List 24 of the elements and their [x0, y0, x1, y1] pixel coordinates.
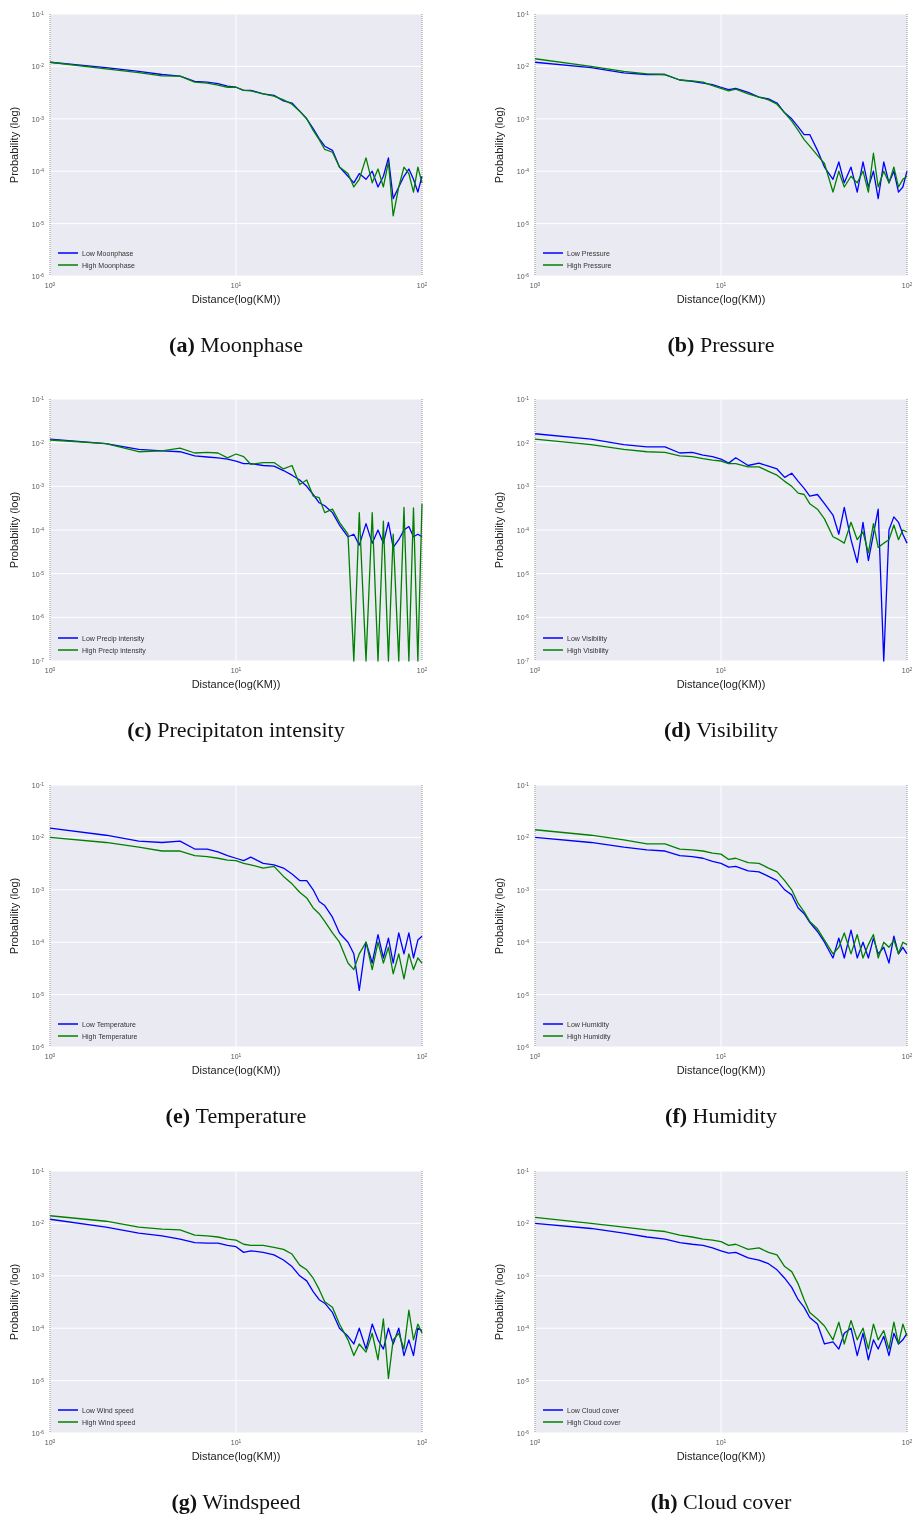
text: (a) Moonphase	[169, 332, 303, 357]
y-axis-title: Probability (log)	[8, 106, 20, 184]
x-axis-title: Distance(log(KM))	[191, 1450, 281, 1462]
y-axis-title: Probability (log)	[8, 877, 20, 955]
y-axis-title: Probability (log)	[493, 106, 505, 184]
x-axis-title: Distance(log(KM))	[676, 1450, 766, 1462]
y-axis-title: Probability (log)	[493, 1263, 505, 1341]
text: (h) Cloud cover	[650, 1489, 792, 1514]
x-axis-title: Distance(log(KM))	[191, 293, 281, 305]
x-axis-title: Distance(log(KM))	[676, 293, 766, 305]
text: (e) Temperature	[165, 1103, 307, 1128]
x-axis-title: Distance(log(KM))	[676, 678, 766, 690]
y-axis-title: Probability (log)	[493, 491, 505, 569]
text: (f) Humidity	[665, 1103, 777, 1128]
x-axis-title: Distance(log(KM))	[191, 1064, 281, 1076]
text: (d) Visibility	[663, 717, 779, 742]
text: (g) Windspeed	[171, 1489, 301, 1514]
text: (b) Pressure	[667, 332, 775, 357]
y-axis-title: Probability (log)	[493, 877, 505, 955]
text: (c) Precipitaton intensity	[127, 717, 345, 742]
x-axis-title: Distance(log(KM))	[676, 1064, 766, 1076]
y-axis-title: Probability (log)	[8, 491, 20, 569]
x-axis-title: Distance(log(KM))	[191, 678, 281, 690]
y-axis-title: Probability (log)	[8, 1263, 20, 1341]
